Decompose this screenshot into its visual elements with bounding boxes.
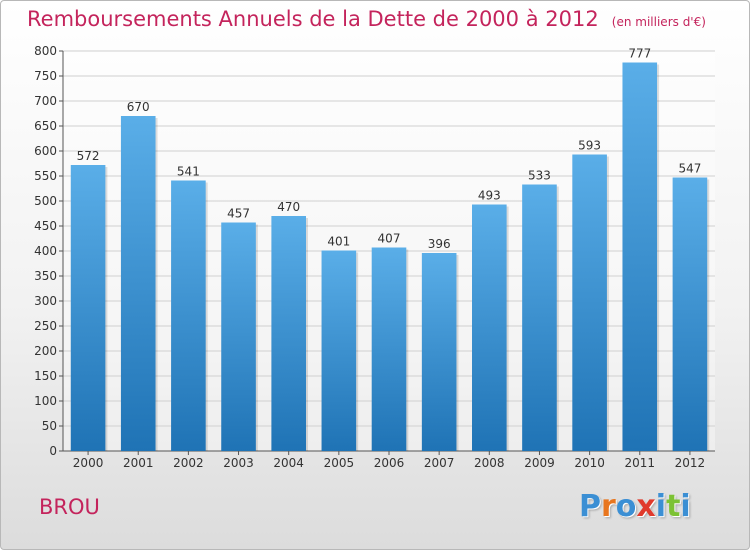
bar xyxy=(120,116,156,451)
y-tick-label: 650 xyxy=(34,119,57,133)
y-tick-label: 300 xyxy=(34,294,57,308)
x-tick-label: 2011 xyxy=(624,456,655,470)
logo-letter: P xyxy=(579,489,601,524)
bar xyxy=(472,204,507,451)
x-tick-label: 2003 xyxy=(223,456,254,470)
logo-letter: o xyxy=(615,489,637,524)
y-tick-label: 450 xyxy=(34,219,57,233)
data-label: 457 xyxy=(227,207,250,221)
proxiti-logo[interactable]: Proxiti xyxy=(579,489,691,524)
y-tick-label: 750 xyxy=(34,69,57,83)
data-label: 533 xyxy=(528,169,551,183)
y-tick-label: 350 xyxy=(34,269,57,283)
data-label: 407 xyxy=(378,232,401,246)
bar xyxy=(622,62,658,451)
y-tick-label: 200 xyxy=(34,344,57,358)
label-layer: 572 670 541 457 470 401 407 396 493 533 593 777 547 xyxy=(77,47,702,252)
x-tick-label: 2004 xyxy=(273,456,304,470)
bar xyxy=(321,250,357,451)
x-tick-label: 2006 xyxy=(374,456,405,470)
y-tick-label: 800 xyxy=(34,44,57,58)
data-label: 547 xyxy=(678,162,701,176)
data-label: 493 xyxy=(478,189,501,203)
logo-letter: i xyxy=(655,489,667,524)
bar xyxy=(522,184,557,451)
x-tick-label: 2002 xyxy=(173,456,204,470)
data-label: 777 xyxy=(628,47,651,61)
y-tick-label: 100 xyxy=(34,394,57,408)
chart-title: Remboursements Annuels de la Dette de 20… xyxy=(27,7,599,31)
data-label: 541 xyxy=(177,165,200,179)
x-tick-label: 2001 xyxy=(123,456,154,470)
logo-letter: x xyxy=(636,489,656,524)
bar xyxy=(70,165,106,451)
data-label: 572 xyxy=(77,149,100,163)
bar xyxy=(221,222,256,451)
x-tick-label: 2008 xyxy=(474,456,505,470)
y-tick-label: 550 xyxy=(34,169,57,183)
y-tick-label: 500 xyxy=(34,194,57,208)
bar xyxy=(672,177,708,451)
commune-name: BROU xyxy=(39,495,100,519)
x-tick-label: 2012 xyxy=(675,456,706,470)
logo-letter: t xyxy=(666,489,681,524)
y-tick-label: 600 xyxy=(34,144,57,158)
y-tick-label: 700 xyxy=(34,94,57,108)
data-label: 396 xyxy=(428,237,451,251)
logo-letter: r xyxy=(601,489,616,524)
x-tick-label: 2005 xyxy=(324,456,355,470)
x-tick-label: 2009 xyxy=(524,456,555,470)
y-tick-label: 400 xyxy=(34,244,57,258)
data-label: 470 xyxy=(277,200,300,214)
title-row: Remboursements Annuels de la Dette de 20… xyxy=(27,7,706,31)
data-label: 401 xyxy=(327,235,350,249)
x-tick-label: 2010 xyxy=(574,456,605,470)
data-label: 593 xyxy=(578,139,601,153)
bar xyxy=(171,180,206,451)
y-tick-label: 50 xyxy=(42,419,57,433)
chart-unit: (en milliers d'€) xyxy=(611,15,706,29)
bar xyxy=(271,216,306,451)
bar xyxy=(572,154,607,451)
y-tick-label: 150 xyxy=(34,369,57,383)
data-label: 670 xyxy=(127,100,150,114)
bar-layer xyxy=(70,62,710,451)
x-tick-label: 2000 xyxy=(73,456,104,470)
x-tick-label: 2007 xyxy=(424,456,455,470)
bar xyxy=(371,247,407,451)
y-tick-label: 250 xyxy=(34,319,57,333)
y-tick-label: 0 xyxy=(49,444,57,458)
bar xyxy=(421,253,457,451)
logo-letter: i xyxy=(680,489,691,524)
